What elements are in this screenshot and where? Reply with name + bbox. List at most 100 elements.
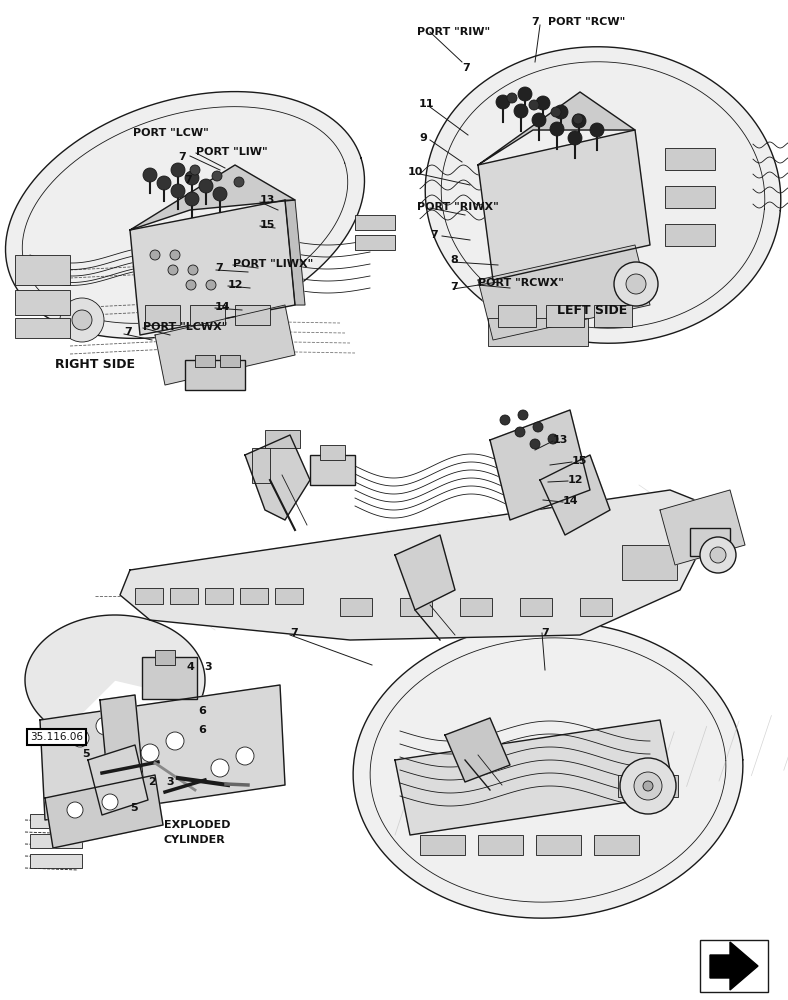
Circle shape [171,163,185,177]
Text: RIGHT SIDE: RIGHT SIDE [55,359,135,371]
Circle shape [551,107,561,117]
Circle shape [168,265,178,275]
Text: LEFT SIDE: LEFT SIDE [557,304,627,316]
Text: 1: 1 [68,728,76,738]
Bar [30,834,82,848]
Circle shape [141,744,159,762]
Circle shape [515,427,525,437]
Bar [460,598,492,616]
Circle shape [554,105,568,119]
Text: PORT "LCW": PORT "LCW" [133,128,209,138]
Circle shape [170,250,180,260]
Polygon shape [478,92,635,165]
Text: 7: 7 [184,175,191,185]
Polygon shape [353,622,743,918]
Text: 2: 2 [148,777,156,787]
Bar [252,448,270,483]
Text: 15: 15 [260,220,275,230]
Polygon shape [6,92,365,338]
Bar [265,430,300,448]
Text: 7: 7 [178,152,186,162]
Text: 14: 14 [215,302,231,312]
Circle shape [533,422,543,432]
Polygon shape [40,685,285,820]
Bar [355,215,395,230]
Circle shape [166,732,184,750]
Bar [594,835,639,855]
Circle shape [614,262,658,306]
Bar [15,290,70,315]
Text: PORT "LIW": PORT "LIW" [196,147,268,157]
Bar [15,318,70,338]
Bar [665,148,715,170]
Bar [355,235,395,250]
Bar [488,318,588,346]
Polygon shape [155,305,295,385]
Polygon shape [540,455,610,535]
Text: 12: 12 [568,475,583,485]
Bar [135,588,163,604]
Bar [498,305,536,327]
Circle shape [234,177,244,187]
Text: EXPLODED: EXPLODED [164,820,231,830]
Circle shape [185,192,199,206]
Circle shape [700,537,736,573]
Circle shape [211,759,229,777]
Circle shape [186,280,196,290]
Circle shape [71,729,89,747]
Text: 5: 5 [82,749,90,759]
Circle shape [500,415,510,425]
Circle shape [60,298,104,342]
Text: 12: 12 [228,280,243,290]
Bar [275,588,303,604]
Text: 35.116.06: 35.116.06 [30,732,83,742]
Polygon shape [490,410,590,520]
Bar [665,224,715,246]
Bar [665,186,715,208]
Bar [15,255,70,285]
Circle shape [96,717,114,735]
Circle shape [529,100,539,110]
Text: 11: 11 [419,99,434,109]
Text: 15: 15 [572,456,587,466]
Bar [205,588,233,604]
Bar [520,598,552,616]
Text: PORT "LCWX": PORT "LCWX" [143,322,228,332]
Bar [185,360,245,390]
Polygon shape [100,695,145,805]
Polygon shape [130,165,295,230]
Circle shape [150,250,160,260]
Circle shape [536,96,550,110]
Circle shape [572,114,586,128]
Text: 4: 4 [187,662,195,672]
Bar [536,835,581,855]
Text: PORT "LIWX": PORT "LIWX" [233,259,314,269]
Bar [420,835,465,855]
Circle shape [532,113,546,127]
Text: CYLINDER: CYLINDER [164,835,225,845]
Polygon shape [426,47,781,343]
Text: 7: 7 [215,263,223,273]
Bar [310,455,355,485]
Circle shape [143,168,157,182]
Circle shape [634,772,662,800]
Circle shape [212,171,222,181]
Text: 10: 10 [408,167,423,177]
Bar [546,305,584,327]
Text: 7: 7 [430,230,438,240]
Circle shape [507,93,517,103]
Text: 7: 7 [124,327,132,337]
Text: 13: 13 [553,435,568,445]
Bar [30,814,82,828]
Text: PORT "RCWX": PORT "RCWX" [478,278,564,288]
Text: 5: 5 [130,803,138,813]
Circle shape [206,280,216,290]
Text: PORT "RCW": PORT "RCW" [548,17,625,27]
Bar [690,528,730,556]
Bar [190,305,225,325]
Text: PORT "RIWX": PORT "RIWX" [417,202,499,212]
Bar [618,775,678,797]
Polygon shape [25,615,205,733]
Bar [700,940,768,992]
Bar [220,355,240,367]
